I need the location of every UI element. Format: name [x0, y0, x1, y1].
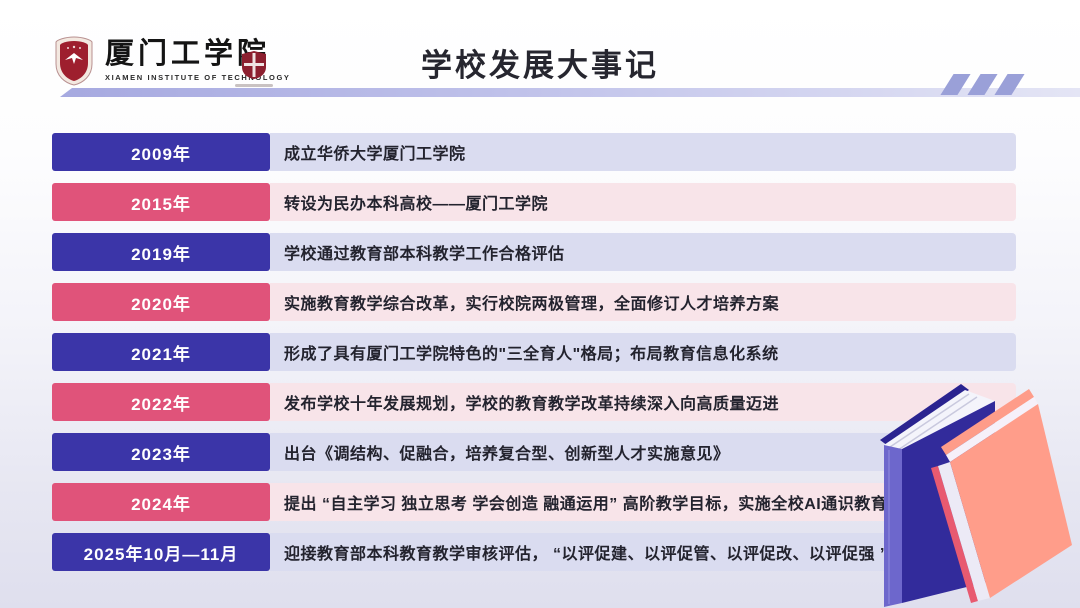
page-title: 学校发展大事记 — [421, 48, 659, 83]
partner-university-emblem-icon — [235, 50, 273, 87]
timeline-row-2021: 2021年 形成了具有厦门工学院特色的"三全育人"格局；布局教育信息化系统 — [52, 333, 1016, 371]
school-name-en: XIAMEN INSTITUTE OF TECHNOLOGY — [105, 73, 291, 82]
year-badge: 2009年 — [52, 133, 270, 171]
milestone-text: 学校通过教育部本科教学工作合格评估 — [270, 233, 1016, 271]
year-badge: 2023年 — [52, 433, 270, 471]
books-illustration-icon — [880, 384, 1072, 607]
milestone-text: 成立华侨大学厦门工学院 — [270, 133, 1016, 171]
school-logo: 厦门工学院 XIAMEN INSTITUTE OF TECHNOLOGY — [55, 36, 291, 86]
year-badge: 2022年 — [52, 383, 270, 421]
milestone-text: 转设为民办本科高校——厦门工学院 — [270, 183, 1016, 221]
timeline-row-2015: 2015年 转设为民办本科高校——厦门工学院 — [52, 183, 1016, 221]
school-name: 厦门工学院 — [105, 36, 271, 70]
milestone-text: 实施教育教学综合改革，实行校院两极管理，全面修订人才培养方案 — [270, 283, 1016, 321]
timeline-row-2020: 2020年 实施教育教学综合改革，实行校院两极管理，全面修订人才培养方案 — [52, 283, 1016, 321]
school-crest-icon — [55, 36, 93, 86]
milestone-text: 发布学校十年发展规划，学校的教育教学改革持续深入向高质量迈进 — [270, 383, 1016, 421]
slide-header: 厦门工学院 XIAMEN INSTITUTE OF TECHNOLOGY 学校发… — [0, 0, 1080, 100]
timeline: 2009年 成立华侨大学厦门工学院 2015年 转设为民办本科高校——厦门工学院… — [52, 133, 1016, 583]
header-accent-bar — [60, 88, 1080, 97]
slash-icon — [940, 74, 971, 95]
milestone-text: 形成了具有厦门工学院特色的"三全育人"格局；布局教育信息化系统 — [270, 333, 1016, 371]
timeline-row-2019: 2019年 学校通过教育部本科教学工作合格评估 — [52, 233, 1016, 271]
year-badge: 2019年 — [52, 233, 270, 271]
year-badge: 2024年 — [52, 483, 270, 521]
year-badge: 2015年 — [52, 183, 270, 221]
year-badge: 2025年10月—11月 — [52, 533, 270, 571]
year-badge: 2021年 — [52, 333, 270, 371]
slash-icon — [967, 74, 998, 95]
emblem-caption — [235, 84, 273, 87]
year-badge: 2020年 — [52, 283, 270, 321]
decor-slashes-icon — [937, 74, 1025, 95]
timeline-row-2022: 2022年 发布学校十年发展规划，学校的教育教学改革持续深入向高质量迈进 — [52, 383, 1016, 421]
timeline-row-2009: 2009年 成立华侨大学厦门工学院 — [52, 133, 1016, 171]
